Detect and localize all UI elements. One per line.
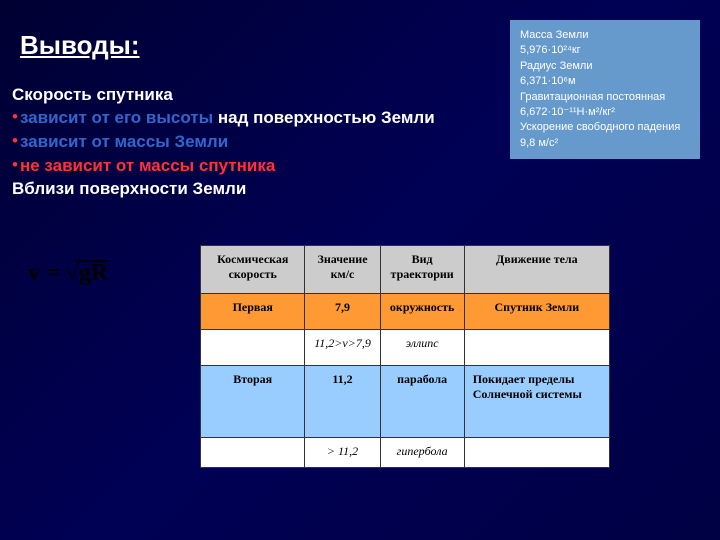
formula: v = √gR (28, 260, 108, 287)
table-cell: 11,2>v>7,9 (305, 330, 380, 366)
info-grav-label: Гравитационная постоянная (520, 90, 690, 105)
table-cell: парабола (380, 366, 464, 438)
formula-radicand: gR (79, 260, 108, 286)
info-box: Масса Земли 5,976·10²⁴кг Радиус Земли 6,… (510, 20, 700, 159)
table-header-row: Космическая скоростьЗначение км/сВид тра… (201, 246, 610, 294)
table-row: Вторая11,2параболаПокидает пределы Солне… (201, 366, 610, 438)
bullet-icon: • (12, 155, 18, 175)
info-mass-value: 5,976·10²⁴кг (520, 43, 690, 58)
bullet-icon: • (12, 107, 18, 127)
info-radius-value: 6,371·10⁶м (520, 74, 690, 89)
bullet-row-2: • зависит от массы Земли (12, 131, 472, 153)
table-body: Первая7,9окружностьСпутник Земли11,2>v>7… (201, 294, 610, 468)
sqrt-sign: √gR (66, 260, 109, 287)
table-cell: окружность (380, 294, 464, 330)
table-cell: Спутник Земли (464, 294, 609, 330)
heading-speed: Скорость спутника (12, 85, 472, 105)
heading-surface: Вблизи поверхности Земли (12, 179, 472, 199)
table-cell (464, 330, 609, 366)
table-container: Космическая скоростьЗначение км/сВид тра… (200, 245, 610, 468)
table-row: Первая7,9окружностьСпутник Земли (201, 294, 610, 330)
bullet1-white: над поверхностью Земли (213, 108, 435, 127)
table-header-cell: Вид траектории (380, 246, 464, 294)
table-cell (201, 330, 305, 366)
bullet-text-3: не зависит от массы спутника (20, 155, 275, 177)
table-cell (201, 438, 305, 468)
velocity-table: Космическая скоростьЗначение км/сВид тра… (200, 245, 610, 468)
table-row: > 11,2гипербола (201, 438, 610, 468)
page-title: Выводы: (20, 30, 140, 61)
table-cell: 7,9 (305, 294, 380, 330)
bullet-text-2: зависит от массы Земли (20, 131, 228, 153)
table-cell: > 11,2 (305, 438, 380, 468)
bullet-row-1: • зависит от его высоты над поверхностью… (12, 107, 472, 129)
table-cell: Вторая (201, 366, 305, 438)
bullet-row-3: • не зависит от массы спутника (12, 155, 472, 177)
formula-prefix: v = (28, 260, 66, 286)
table-cell: 11,2 (305, 366, 380, 438)
table-cell: Покидает пределы Солнечной системы (464, 366, 609, 438)
table-cell (464, 438, 609, 468)
table-cell: эллипс (380, 330, 464, 366)
table-header-cell: Движение тела (464, 246, 609, 294)
table-cell: гипербола (380, 438, 464, 468)
bullet-icon: • (12, 131, 18, 151)
table-cell: Первая (201, 294, 305, 330)
table-row: 11,2>v>7,9эллипс (201, 330, 610, 366)
bullet-text-1: зависит от его высоты над поверхностью З… (20, 107, 435, 129)
info-mass-label: Масса Земли (520, 28, 690, 43)
info-radius-label: Радиус Земли (520, 59, 690, 74)
info-accel-value: 9,8 м/с² (520, 136, 690, 151)
table-header-cell: Космическая скорость (201, 246, 305, 294)
bullet1-blue: зависит от его высоты (20, 108, 213, 127)
info-grav-value: 6,672·10⁻¹¹Н·м²/кг² (520, 105, 690, 120)
content-section: Скорость спутника • зависит от его высот… (12, 85, 472, 201)
info-accel-label: Ускорение свободного падения (520, 120, 690, 135)
table-header-cell: Значение км/с (305, 246, 380, 294)
